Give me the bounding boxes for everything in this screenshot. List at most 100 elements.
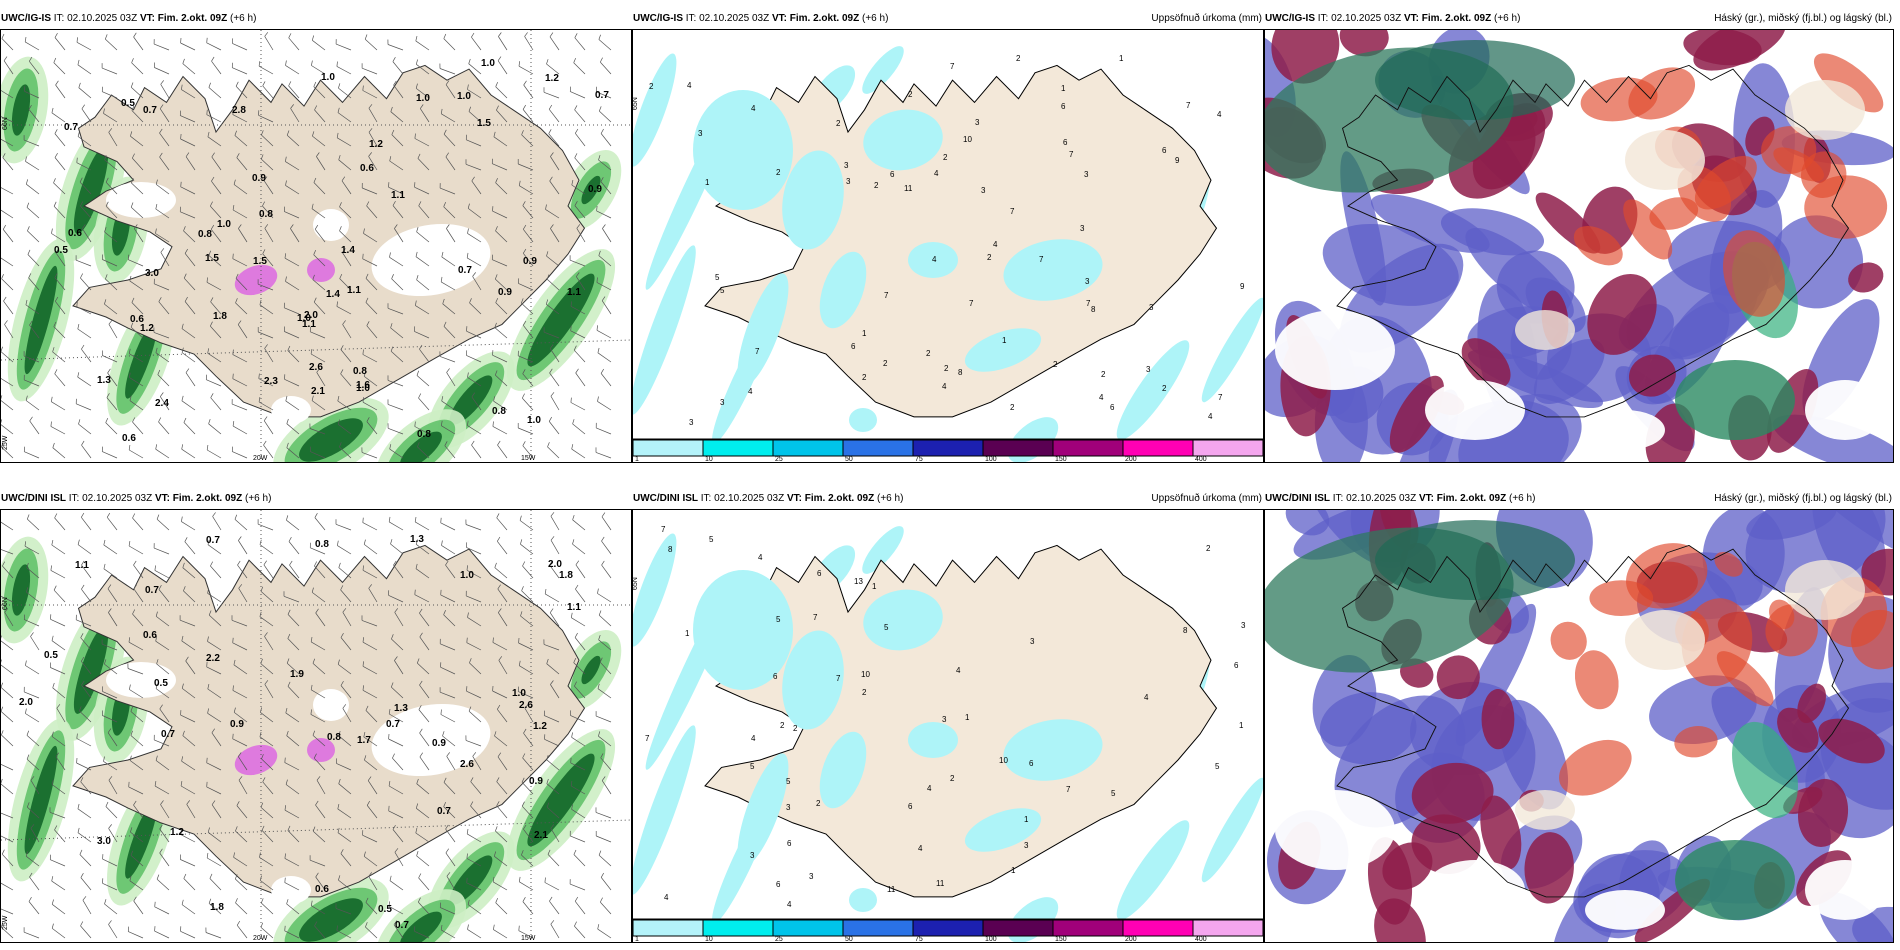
- wind-barb-feather: [77, 803, 80, 809]
- wind-barb: [336, 306, 352, 315]
- wind-barb-feather: [601, 776, 606, 781]
- wind-barb: [211, 180, 222, 195]
- wind-barb-feather: [571, 804, 573, 810]
- wind-barb: [311, 905, 326, 915]
- wind-barb: [393, 924, 404, 939]
- wind-barb-feather: [522, 441, 526, 446]
- precip-value-label: 2: [950, 774, 955, 783]
- wind-barb-feather: [362, 85, 364, 91]
- wind-barb: [261, 758, 274, 771]
- wind-barb-feather: [446, 368, 450, 373]
- high-cloud-area: [1675, 840, 1795, 920]
- wind-barb-feather: [180, 133, 182, 140]
- wind-barb: [55, 252, 66, 267]
- gust-value-label: 0.8: [417, 429, 431, 440]
- wind-barb-feather: [466, 637, 468, 643]
- wind-barb-feather: [467, 228, 469, 234]
- precip-value-label: 1: [1011, 866, 1016, 875]
- wind-barb-feather: [155, 683, 158, 689]
- wind-barb: [599, 110, 612, 123]
- wind-barb: [231, 619, 248, 627]
- wind-barb: [522, 445, 534, 459]
- wind-barb: [549, 612, 560, 627]
- gust-area-dark: [73, 626, 109, 714]
- wind-barb: [183, 590, 196, 603]
- wind-barb-feather: [362, 565, 364, 571]
- wind-barb: [29, 876, 40, 891]
- wind-barb-feather: [393, 920, 398, 925]
- wind-barb: [519, 520, 534, 531]
- wind-barb: [286, 903, 300, 915]
- wind-barb: [602, 228, 612, 243]
- wind-barb: [159, 156, 170, 171]
- wind-barb: [207, 713, 222, 723]
- wind-barb-feather: [208, 418, 211, 424]
- wind-barb: [79, 181, 92, 195]
- wind-barb: [443, 614, 456, 627]
- precip-value-label: 7: [1039, 255, 1044, 264]
- wind-barb: [77, 328, 92, 339]
- wind-barb-feather: [570, 780, 573, 787]
- wind-barb: [596, 835, 612, 843]
- wind-barb-feather: [571, 732, 573, 738]
- wind-barb: [335, 908, 352, 915]
- wind-barb-feather: [336, 61, 338, 67]
- wind-barb: [546, 807, 560, 819]
- gust-value-label: 0.7: [386, 719, 400, 730]
- gust-value-label: 1.1: [567, 287, 581, 298]
- precip-value-label: 2: [1016, 54, 1021, 63]
- wind-barb-feather: [548, 416, 553, 422]
- wind-barb: [237, 324, 248, 339]
- wind-barb: [102, 259, 118, 267]
- wind-barb-feather: [600, 368, 604, 374]
- wind-barb: [415, 568, 430, 579]
- mid-cloud-area: [1861, 548, 1893, 596]
- wind-barb-feather: [573, 849, 577, 855]
- wind-barb: [493, 400, 508, 411]
- gust-value-label: 0.6: [122, 433, 136, 444]
- wind-barb-feather: [1, 922, 4, 928]
- wind-barb-feather: [340, 585, 344, 591]
- wind-barb-feather: [209, 873, 213, 879]
- wind-barb-feather: [184, 248, 188, 254]
- wind-barb-feather: [53, 57, 57, 63]
- wind-barb: [549, 36, 560, 51]
- wind-barb: [442, 303, 456, 315]
- wind-barb: [338, 879, 352, 891]
- wind-barb: [26, 567, 40, 579]
- panel-header: UWC/IG-IS IT: 02.10.2025 03Z VT: Fim. 2.…: [633, 13, 889, 24]
- wind-barb-feather: [105, 801, 109, 807]
- wind-barb: [285, 400, 300, 411]
- wind-barb-feather: [25, 708, 27, 714]
- wind-barb: [1, 257, 14, 267]
- wind-barb: [309, 428, 326, 435]
- wind-barb: [210, 229, 222, 243]
- iceland-landmass: [1336, 64, 1849, 418]
- wind-barb-feather: [27, 226, 30, 232]
- wind-barb-feather: [521, 393, 525, 399]
- wind-barb-feather: [284, 757, 286, 763]
- wind-barb: [598, 159, 612, 171]
- precip-area: [964, 328, 1042, 372]
- wind-barb: [285, 712, 300, 723]
- wind-barb: [471, 180, 482, 195]
- wind-barb: [54, 277, 66, 291]
- wind-barb: [518, 642, 534, 651]
- wind-barb-feather: [388, 708, 391, 715]
- wind-barb: [27, 806, 40, 819]
- wind-barb: [1, 400, 14, 411]
- precip-value-label: 9: [1175, 156, 1180, 165]
- wind-barb: [211, 804, 222, 819]
- mid-cloud-area: [1389, 375, 1445, 453]
- wind-barb: [550, 684, 560, 699]
- wind-barb-feather: [55, 80, 59, 86]
- wind-barb: [156, 519, 170, 531]
- precip-value-label: 2: [776, 168, 781, 177]
- wind-barb: [549, 348, 560, 363]
- wind-barb-feather: [314, 921, 318, 927]
- wind-barb: [76, 306, 92, 315]
- mid-cloud-area: [1777, 707, 1819, 753]
- wind-barb-feather: [52, 442, 55, 448]
- wind-barb-feather: [440, 276, 443, 282]
- wind-barb: [550, 924, 560, 939]
